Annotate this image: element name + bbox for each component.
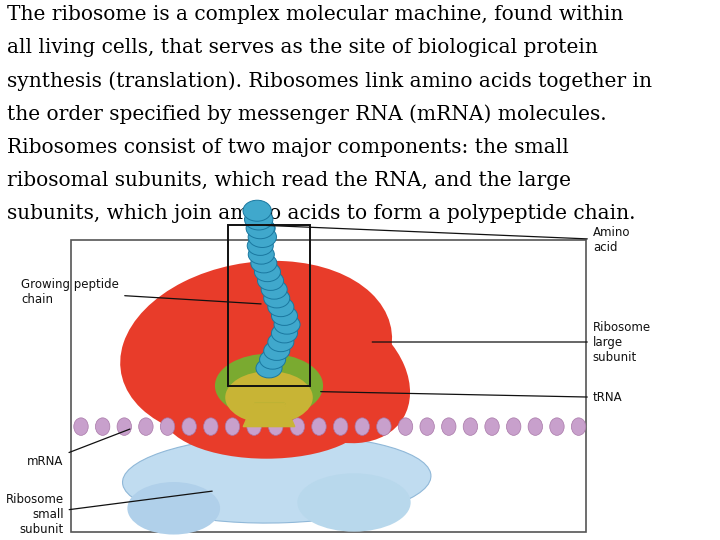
Ellipse shape: [333, 418, 348, 435]
Ellipse shape: [485, 418, 499, 435]
Ellipse shape: [117, 418, 132, 435]
Ellipse shape: [246, 218, 274, 239]
Ellipse shape: [264, 288, 289, 308]
Ellipse shape: [122, 435, 431, 523]
Ellipse shape: [297, 473, 410, 531]
Ellipse shape: [441, 418, 456, 435]
Ellipse shape: [290, 418, 305, 435]
Ellipse shape: [506, 418, 521, 435]
Ellipse shape: [127, 482, 220, 535]
Ellipse shape: [254, 262, 281, 282]
Ellipse shape: [463, 418, 477, 435]
Text: synthesis (translation). Ribosomes link amino acids together in: synthesis (translation). Ribosomes link …: [7, 71, 652, 91]
Text: subunits, which join amino acids to form a polypeptide chain.: subunits, which join amino acids to form…: [7, 204, 636, 223]
Ellipse shape: [271, 323, 297, 343]
Bar: [228, 225, 310, 386]
Ellipse shape: [377, 418, 391, 435]
Ellipse shape: [420, 418, 434, 435]
Ellipse shape: [260, 350, 286, 369]
Ellipse shape: [247, 236, 274, 255]
Ellipse shape: [253, 220, 275, 237]
Text: mRNA: mRNA: [27, 429, 130, 468]
Ellipse shape: [261, 280, 287, 299]
Ellipse shape: [268, 298, 294, 316]
Ellipse shape: [225, 418, 240, 435]
Polygon shape: [243, 403, 294, 427]
Ellipse shape: [258, 271, 284, 291]
Ellipse shape: [271, 306, 297, 326]
Ellipse shape: [274, 315, 300, 334]
Text: The ribosome is a complex molecular machine, found within: The ribosome is a complex molecular mach…: [7, 5, 624, 24]
Text: ribosomal subunits, which read the RNA, and the large: ribosomal subunits, which read the RNA, …: [7, 171, 571, 190]
Ellipse shape: [250, 228, 273, 245]
Ellipse shape: [225, 371, 312, 424]
Ellipse shape: [245, 209, 273, 230]
Text: the order specified by messenger RNA (mRNA) molecules.: the order specified by messenger RNA (mR…: [7, 105, 607, 124]
Ellipse shape: [264, 341, 289, 360]
Ellipse shape: [215, 354, 323, 418]
Ellipse shape: [256, 359, 282, 378]
Text: Ribosome
small
subunit: Ribosome small subunit: [6, 491, 212, 536]
Ellipse shape: [247, 418, 261, 435]
Text: all living cells, that serves as the site of biological protein: all living cells, that serves as the sit…: [7, 38, 598, 57]
Ellipse shape: [398, 418, 413, 435]
Ellipse shape: [182, 418, 197, 435]
Ellipse shape: [246, 299, 410, 443]
Ellipse shape: [248, 226, 276, 247]
Ellipse shape: [73, 418, 89, 435]
Ellipse shape: [572, 418, 586, 435]
Ellipse shape: [550, 418, 564, 435]
Ellipse shape: [96, 418, 110, 435]
Ellipse shape: [528, 418, 543, 435]
Text: Amino
acid: Amino acid: [266, 225, 630, 254]
Ellipse shape: [251, 254, 277, 273]
Text: Ribosome
large
subunit: Ribosome large subunit: [372, 321, 651, 363]
Text: Ribosomes consist of two major components: the small: Ribosomes consist of two major component…: [7, 138, 569, 157]
Ellipse shape: [204, 418, 218, 435]
Bar: [71, 240, 586, 531]
Ellipse shape: [355, 418, 369, 435]
Text: tRNA: tRNA: [320, 391, 623, 404]
Ellipse shape: [161, 418, 175, 435]
Ellipse shape: [243, 200, 271, 221]
Ellipse shape: [269, 418, 283, 435]
Polygon shape: [253, 403, 284, 421]
Ellipse shape: [120, 261, 392, 441]
Text: Growing peptide
chain: Growing peptide chain: [22, 279, 261, 306]
Ellipse shape: [139, 418, 153, 435]
Ellipse shape: [248, 245, 274, 264]
Ellipse shape: [163, 371, 369, 458]
Ellipse shape: [312, 418, 326, 435]
Ellipse shape: [268, 332, 294, 352]
